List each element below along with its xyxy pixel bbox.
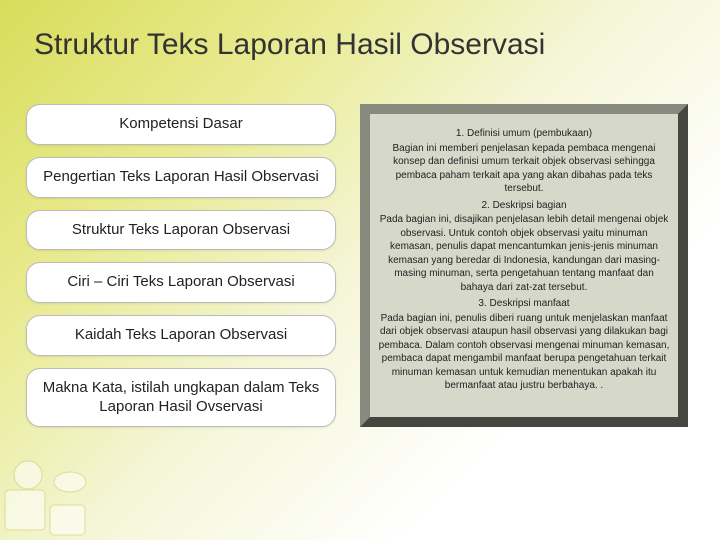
section-1-heading: 1. Definisi umum (pembukaan) [378,127,670,141]
corner-decoration-icon [0,420,200,540]
nav-pengertian[interactable]: Pengertian Teks Laporan Hasil Observasi [26,157,336,198]
nav-struktur[interactable]: Struktur Teks Laporan Observasi [26,210,336,251]
nav-makna-kata[interactable]: Makna Kata, istilah ungkapan dalam Teks … [26,368,336,428]
section-2-body: Pada bagian ini, disajikan penjelasan le… [378,213,670,294]
content-row: Kompetensi Dasar Pengertian Teks Laporan… [0,62,720,427]
nav-column: Kompetensi Dasar Pengertian Teks Laporan… [26,104,336,427]
nav-kaidah[interactable]: Kaidah Teks Laporan Observasi [26,315,336,356]
content-panel: 1. Definisi umum (pembukaan) Bagian ini … [360,104,688,427]
section-1-body: Bagian ini memberi penjelasan kepada pem… [378,142,670,196]
nav-kompetensi-dasar[interactable]: Kompetensi Dasar [26,104,336,145]
section-3-body: Pada bagian ini, penulis diberi ruang un… [378,312,670,393]
section-3-heading: 3. Deskripsi manfaat [378,297,670,311]
section-2-heading: 2. Deskripsi bagian [378,199,670,213]
page-title: Struktur Teks Laporan Hasil Observasi [0,0,720,62]
nav-ciri[interactable]: Ciri – Ciri Teks Laporan Observasi [26,262,336,303]
